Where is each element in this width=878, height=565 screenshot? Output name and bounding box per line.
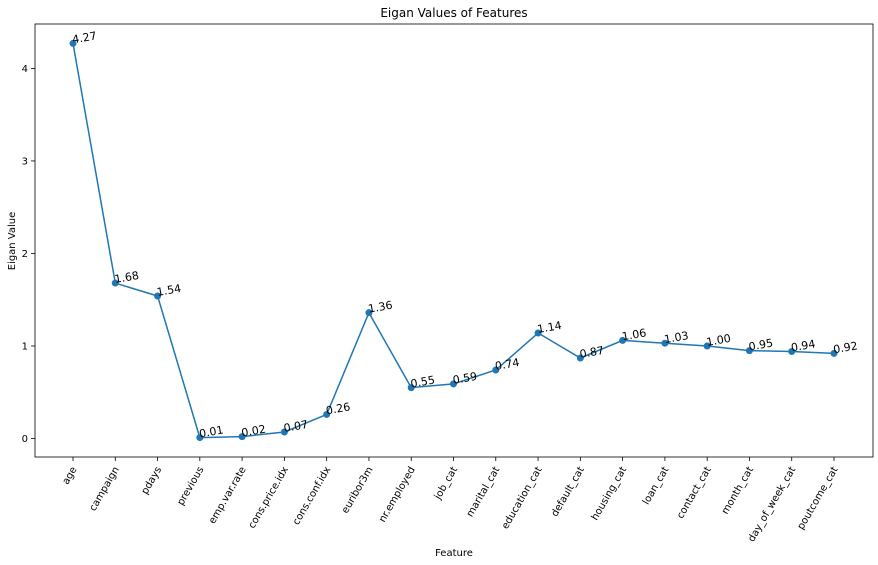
data-label: 1.54 xyxy=(156,282,182,299)
data-point xyxy=(492,366,500,374)
data-label: 1.06 xyxy=(621,326,647,343)
data-point xyxy=(111,279,119,287)
x-tick-label: age xyxy=(61,465,80,487)
data-label: 1.68 xyxy=(114,269,140,286)
x-tick-label: emp.var.rate xyxy=(207,465,249,526)
x-tick-label: previous xyxy=(176,465,207,508)
x-tick-label: cons.conf.idx xyxy=(291,465,333,527)
y-axis-label: Eigan Value xyxy=(7,212,18,271)
data-point xyxy=(69,39,77,47)
x-tick-label: nr.employed xyxy=(377,465,418,524)
data-label: 1.00 xyxy=(705,332,731,349)
data-labels-group: 4.27 1.68 1.54 0.01 0.02 0.07 0.26 1.36 0.55 0.59… xyxy=(71,29,858,440)
y-tick-label: 0 xyxy=(22,434,28,445)
x-tick-label: pdays xyxy=(140,465,165,496)
data-point xyxy=(407,384,415,392)
y-tick-label: 3 xyxy=(22,156,28,167)
x-axis-label: Feature xyxy=(435,548,473,559)
data-point xyxy=(661,339,669,347)
data-point xyxy=(703,342,711,350)
y-tick-label: 4 xyxy=(22,64,28,75)
x-tick-label: marital_cat xyxy=(465,465,503,519)
x-tick-label: campaign xyxy=(88,465,122,513)
data-label: 1.03 xyxy=(663,329,689,346)
x-tick-label: poutcome_cat xyxy=(796,465,841,532)
data-point xyxy=(830,349,838,357)
x-tick-label: contact_cat xyxy=(675,465,714,521)
data-label: 0.74 xyxy=(494,356,520,373)
data-label: 0.55 xyxy=(409,374,435,391)
data-point xyxy=(365,309,373,317)
series-group xyxy=(69,39,838,442)
data-point xyxy=(619,336,627,344)
x-tick-label: day_of_week_cat xyxy=(746,465,798,544)
data-label: 0.94 xyxy=(790,337,816,354)
data-label: 0.02 xyxy=(240,423,266,440)
data-label: 1.14 xyxy=(536,319,562,336)
data-label: 0.59 xyxy=(452,370,478,387)
y-tick-label: 1 xyxy=(22,341,28,352)
data-point xyxy=(280,428,288,436)
x-tick-label: housing_cat xyxy=(590,465,630,523)
x-tick-label: month_cat xyxy=(720,465,756,516)
x-tick-label: default_cat xyxy=(550,465,587,519)
x-tick-label: job_cat xyxy=(432,465,460,502)
data-label: 0.87 xyxy=(579,344,605,361)
data-point xyxy=(745,347,753,355)
data-label: 0.01 xyxy=(198,423,224,440)
data-point xyxy=(450,380,457,388)
data-label: 1.36 xyxy=(367,299,393,316)
x-axis-ticks: age campaign pdays previous emp.var.ratecons… xyxy=(61,457,841,544)
data-label: 0.07 xyxy=(283,418,309,435)
data-point xyxy=(788,348,796,356)
y-tick-label: 2 xyxy=(22,249,28,260)
data-label: 4.27 xyxy=(71,29,97,46)
data-point xyxy=(238,433,246,441)
data-point xyxy=(534,329,542,337)
x-tick-label: euribor3m xyxy=(340,465,376,516)
data-label: 0.92 xyxy=(832,339,858,356)
plot-frame xyxy=(34,23,874,458)
x-tick-label: education_cat xyxy=(500,465,545,531)
data-point xyxy=(576,354,584,362)
data-point xyxy=(154,292,162,300)
x-tick-label: cons.price.idx xyxy=(247,465,291,531)
data-label: 0.95 xyxy=(748,336,774,353)
data-point xyxy=(323,410,331,418)
x-tick-label: loan_cat xyxy=(641,465,672,507)
data-point xyxy=(196,434,204,442)
data-label: 0.26 xyxy=(325,400,351,417)
y-axis-ticks: 0 1 2 3 4 xyxy=(22,64,35,445)
chart-title: Eigan Values of Features xyxy=(380,6,527,20)
